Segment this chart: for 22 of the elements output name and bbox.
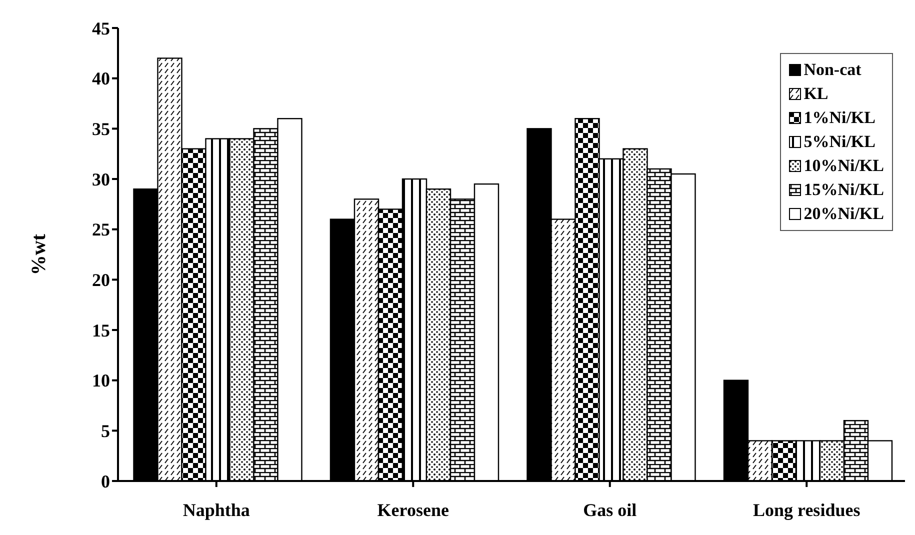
legend-label: Non-cat bbox=[804, 59, 862, 81]
x-tick-label: Naphtha bbox=[182, 500, 250, 520]
y-tick-label: 20 bbox=[92, 270, 110, 290]
y-tick-label: 5 bbox=[101, 421, 110, 442]
x-tick-label: Gas oil bbox=[583, 500, 637, 520]
y-tick-label: 35 bbox=[92, 119, 110, 140]
y-tick-label: 10 bbox=[92, 370, 110, 391]
x-tick-label: Kerosene bbox=[377, 500, 449, 520]
legend-label: 1%Ni/KL bbox=[804, 107, 876, 129]
y-tick-label: 30 bbox=[92, 169, 110, 190]
y-axis-title: %wt bbox=[28, 234, 50, 276]
y-tick-label: 0 bbox=[101, 471, 110, 492]
y-tick-label: 25 bbox=[92, 220, 110, 240]
legend-label: 10%Ni/KL bbox=[804, 155, 884, 177]
legend-label: 5%Ni/KL bbox=[804, 131, 876, 153]
y-tick-label: 15 bbox=[92, 320, 110, 340]
y-tick-label: 40 bbox=[92, 68, 110, 89]
legend-label: KL bbox=[804, 83, 828, 105]
x-tick-label: Long residues bbox=[753, 500, 860, 520]
legend-label: 15%Ni/KL bbox=[804, 179, 884, 201]
legend-label: 20%Ni/KL bbox=[804, 203, 884, 225]
y-tick-label: 45 bbox=[92, 18, 110, 38]
